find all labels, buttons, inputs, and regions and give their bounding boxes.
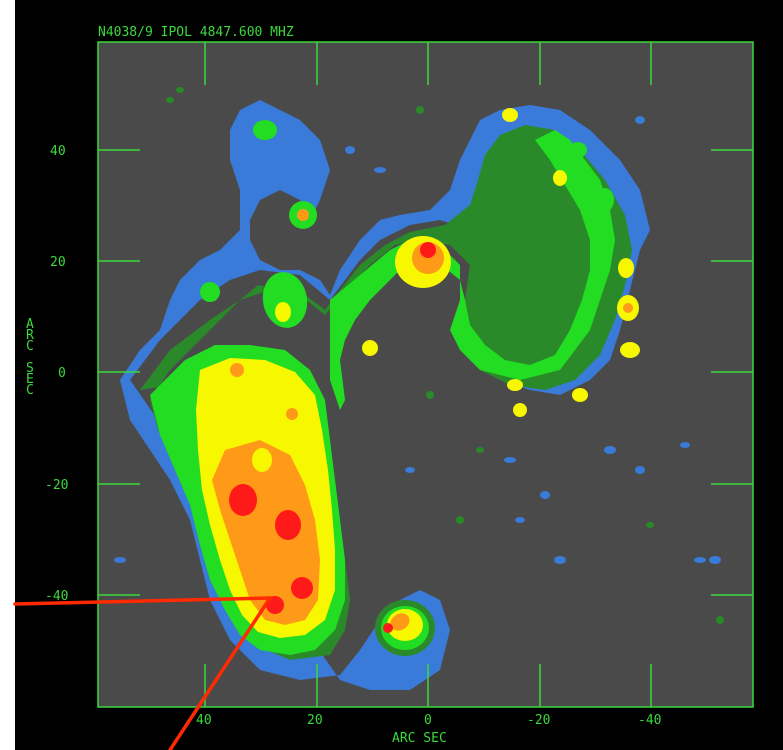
contour-blob <box>553 170 567 186</box>
contour-blob <box>405 467 415 473</box>
contour-blob <box>515 517 525 523</box>
x-tick-label: -20 <box>527 713 550 728</box>
y-axis-label-char: A <box>26 317 34 332</box>
y-axis-label-char: C <box>26 339 34 354</box>
contour-blob <box>456 516 464 524</box>
map-title: N4038/9 IPOL 4847.600 MHZ <box>98 25 294 40</box>
contour-blob <box>252 448 272 472</box>
contour-blob <box>635 116 645 124</box>
contour-blob <box>694 557 706 563</box>
y-tick-label: 20 <box>50 255 66 270</box>
contour-blob <box>502 108 518 122</box>
contour-blob <box>114 557 126 563</box>
emission-contours <box>114 87 724 690</box>
contour-blob <box>513 403 527 417</box>
contour-blob <box>646 522 654 528</box>
peak-region <box>275 510 301 540</box>
peak-region <box>291 577 313 599</box>
y-axis-label-char: E <box>26 372 34 387</box>
contour-blob <box>374 167 386 173</box>
contour-blob <box>362 340 378 356</box>
pointer-line-horizontal <box>13 596 272 606</box>
x-tick-label: 40 <box>196 713 212 728</box>
contour-blob <box>635 466 645 474</box>
peak-region <box>229 484 257 516</box>
pointer-line-diagonal <box>168 596 272 750</box>
contour-blob <box>504 457 516 463</box>
contour-level-4 <box>330 130 615 410</box>
contour-blob <box>297 209 309 221</box>
contour-blob <box>569 142 587 158</box>
contour-blob <box>709 556 721 564</box>
axis-ticks <box>98 42 753 707</box>
x-tick-label: 20 <box>307 713 323 728</box>
contour-blob <box>390 613 410 631</box>
contour-blob <box>476 447 484 453</box>
contour-blob <box>623 303 633 313</box>
x-axis-label: ARC SEC <box>392 731 447 746</box>
contour-blob <box>596 188 614 212</box>
x-tick-label: 0 <box>424 713 432 728</box>
contour-blob <box>345 146 355 154</box>
pointer-lines <box>13 596 272 750</box>
contour-blob <box>572 388 588 402</box>
y-tick-label: -40 <box>45 589 68 604</box>
contour-blob <box>540 491 550 499</box>
contour-blob <box>166 97 174 103</box>
contour-blob <box>286 408 298 420</box>
contour-blob <box>230 363 244 377</box>
contour-blob <box>507 379 523 391</box>
peak-region <box>420 242 436 258</box>
y-axis-label-char: R <box>26 328 34 343</box>
plot-frame <box>97 41 754 708</box>
contour-blob <box>262 272 308 328</box>
y-axis-label-char: S <box>26 361 34 376</box>
y-tick-label: 0 <box>58 366 66 381</box>
y-axis-label-char: C <box>26 383 34 398</box>
contour-blob <box>620 342 640 358</box>
y-tick-label: 40 <box>50 144 66 159</box>
contour-blob <box>200 282 220 302</box>
contour-blob <box>426 391 434 399</box>
x-tick-label: -40 <box>638 713 661 728</box>
contour-blob <box>604 446 616 454</box>
contour-blob <box>253 120 277 140</box>
peak-region <box>383 623 393 633</box>
y-tick-label: -20 <box>45 478 68 493</box>
peak-region <box>266 596 284 614</box>
contour-blob <box>416 106 424 114</box>
contour-blob <box>716 616 724 624</box>
contour-blob <box>618 258 634 278</box>
contour-blob <box>176 87 184 93</box>
contour-blob <box>275 302 291 322</box>
contour-blob <box>680 442 690 448</box>
contour-blob <box>554 556 566 564</box>
